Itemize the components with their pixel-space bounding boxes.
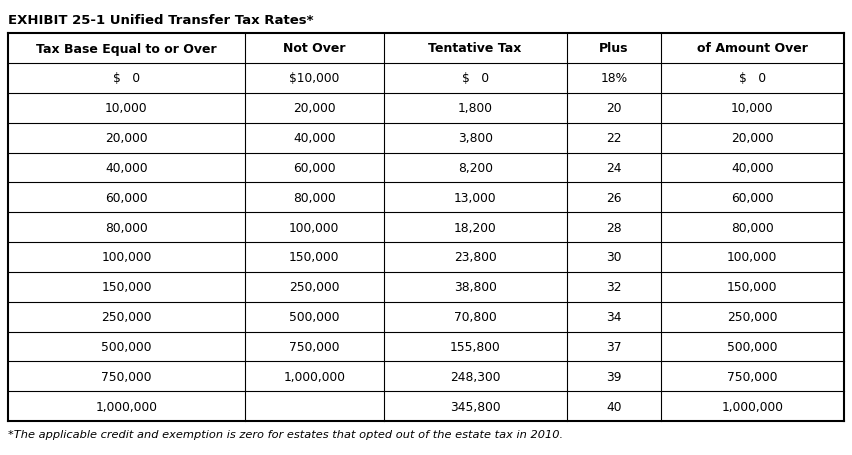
Text: Tentative Tax: Tentative Tax [429,42,522,56]
Text: 18%: 18% [600,72,627,85]
Text: 37: 37 [606,340,621,353]
Text: $10,000: $10,000 [289,72,339,85]
Text: 40,000: 40,000 [105,162,147,175]
Text: 40,000: 40,000 [731,162,774,175]
Text: 23,800: 23,800 [454,251,497,264]
Text: 80,000: 80,000 [105,221,148,234]
Text: 39: 39 [606,370,621,383]
Text: 150,000: 150,000 [727,281,778,293]
Text: 32: 32 [606,281,621,293]
Text: $   0: $ 0 [462,72,489,85]
Text: $   0: $ 0 [739,72,766,85]
Text: $   0: $ 0 [113,72,140,85]
Text: 100,000: 100,000 [101,251,152,264]
Text: 10,000: 10,000 [731,102,774,115]
Text: 250,000: 250,000 [727,310,778,324]
Text: 80,000: 80,000 [293,192,336,204]
Text: 1,000,000: 1,000,000 [722,399,783,413]
Text: 500,000: 500,000 [289,310,339,324]
Text: 24: 24 [606,162,621,175]
Text: 22: 22 [606,132,621,145]
Text: 750,000: 750,000 [289,340,339,353]
Text: 1,000,000: 1,000,000 [283,370,345,383]
Text: Tax Base Equal to or Over: Tax Base Equal to or Over [36,42,216,56]
Text: of Amount Over: of Amount Over [697,42,808,56]
Text: 248,300: 248,300 [450,370,500,383]
Text: 80,000: 80,000 [731,221,774,234]
Text: 40: 40 [606,399,621,413]
Text: Plus: Plus [599,42,629,56]
Text: 20,000: 20,000 [105,132,147,145]
Text: 100,000: 100,000 [727,251,778,264]
Text: 60,000: 60,000 [293,162,336,175]
Text: 70,800: 70,800 [454,310,497,324]
Text: 500,000: 500,000 [101,340,152,353]
Text: 3,800: 3,800 [458,132,492,145]
Text: 750,000: 750,000 [101,370,152,383]
Text: 155,800: 155,800 [450,340,501,353]
Text: *The applicable credit and exemption is zero for estates that opted out of the e: *The applicable credit and exemption is … [8,429,563,439]
Text: 250,000: 250,000 [101,310,152,324]
Text: 13,000: 13,000 [454,192,497,204]
Text: 1,000,000: 1,000,000 [95,399,158,413]
Text: 34: 34 [606,310,621,324]
Text: 20,000: 20,000 [293,102,336,115]
Text: 250,000: 250,000 [289,281,339,293]
Text: 10,000: 10,000 [105,102,147,115]
Text: 100,000: 100,000 [289,221,339,234]
Text: 26: 26 [606,192,621,204]
Text: 1,800: 1,800 [458,102,492,115]
Text: 18,200: 18,200 [454,221,497,234]
Text: 40,000: 40,000 [293,132,336,145]
Text: 500,000: 500,000 [727,340,778,353]
Text: 20,000: 20,000 [731,132,774,145]
Text: 60,000: 60,000 [731,192,774,204]
Text: 38,800: 38,800 [454,281,497,293]
Text: 8,200: 8,200 [458,162,492,175]
Text: 750,000: 750,000 [727,370,778,383]
Text: 30: 30 [606,251,621,264]
Text: 60,000: 60,000 [105,192,147,204]
Text: 150,000: 150,000 [101,281,152,293]
Text: 345,800: 345,800 [450,399,500,413]
Text: Not Over: Not Over [283,42,345,56]
Text: 150,000: 150,000 [289,251,339,264]
Text: 28: 28 [606,221,622,234]
Text: EXHIBIT 25-1 Unified Transfer Tax Rates*: EXHIBIT 25-1 Unified Transfer Tax Rates* [8,14,314,27]
Text: 20: 20 [606,102,621,115]
